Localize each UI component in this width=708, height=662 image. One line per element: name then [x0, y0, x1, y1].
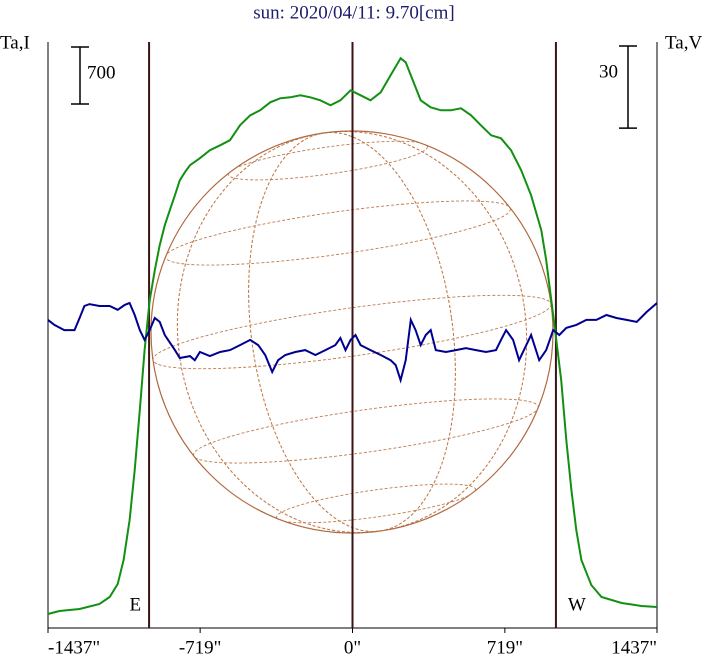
x-tick-label: 0": [344, 637, 361, 658]
y2-axis-label: Ta,V: [665, 32, 702, 53]
series-line: [47, 56, 658, 615]
marker-label: W: [568, 594, 586, 615]
chart-title: sun: 2020/04/11: 9.70[cm]: [253, 2, 454, 23]
parallel: [227, 140, 428, 181]
y-axis-label: Ta,I: [0, 32, 30, 53]
x-tick-label: 719": [487, 637, 523, 658]
x-tick-label: -719": [179, 637, 222, 658]
x-tick-label: -1437": [48, 637, 100, 658]
scale-bar-label: 700: [87, 62, 116, 83]
parallel: [276, 483, 477, 524]
meridian: [248, 132, 456, 532]
meridian: [176, 131, 528, 533]
scale-bar-label: 30: [599, 61, 618, 82]
series-line: [47, 301, 658, 384]
marker-label: E: [129, 594, 141, 615]
x-tick-label: 1437": [611, 637, 657, 658]
